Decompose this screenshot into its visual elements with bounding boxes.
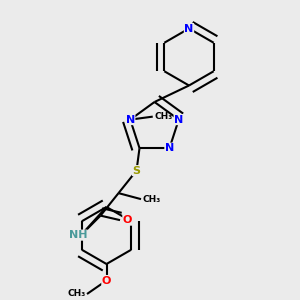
Text: N: N — [165, 143, 174, 153]
Text: NH: NH — [69, 230, 87, 240]
Text: CH₃: CH₃ — [154, 112, 172, 121]
Text: CH₃: CH₃ — [142, 195, 161, 204]
Text: O: O — [102, 275, 111, 286]
Text: N: N — [126, 115, 135, 124]
Text: CH₃: CH₃ — [67, 290, 86, 298]
Text: O: O — [123, 215, 132, 225]
Text: S: S — [133, 166, 140, 176]
Text: N: N — [184, 23, 194, 34]
Text: N: N — [174, 115, 183, 124]
